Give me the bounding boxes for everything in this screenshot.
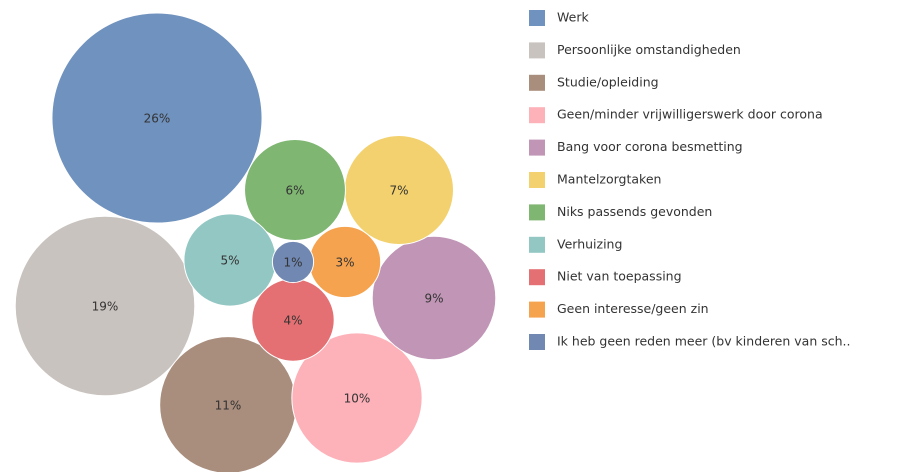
legend-label: Studie/opleiding: [557, 74, 659, 89]
data-label: 3%: [335, 256, 354, 270]
legend-label: Geen/minder vrijwilligerswerk door coron…: [557, 107, 823, 122]
data-label: 5%: [220, 254, 239, 268]
legend-label: Geen interesse/geen zin: [557, 301, 709, 316]
data-label: 19%: [92, 300, 119, 314]
bubble: [51, 12, 263, 224]
legend-label: Niet van toepassing: [557, 269, 682, 284]
bubble: [244, 139, 346, 241]
bubble: [371, 235, 497, 361]
legend-label: Werk: [557, 10, 589, 25]
legend-label: Verhuizing: [557, 236, 622, 251]
legend-swatch: [529, 172, 545, 188]
legend-swatch: [529, 334, 545, 350]
legend-label: Mantelzorgtaken: [557, 172, 661, 187]
legend-swatch: [529, 236, 545, 253]
bubble: [291, 332, 423, 464]
legend-label: Ik heb geen reden meer (bv kinderen van …: [557, 334, 850, 349]
legend-swatch: [529, 301, 545, 318]
data-label: 1%: [283, 256, 302, 270]
data-label: 9%: [424, 292, 443, 306]
data-label: 26%: [144, 112, 171, 126]
legend-swatch: [529, 42, 545, 59]
legend-label: Niks passends gevonden: [557, 204, 712, 219]
legend-swatch: [529, 139, 545, 156]
legend-swatch: [529, 107, 545, 124]
data-label: 6%: [285, 184, 304, 198]
data-label: 7%: [389, 184, 408, 198]
legend-swatch: [529, 74, 545, 91]
bubble: [14, 215, 196, 397]
legend-swatch: [529, 269, 545, 286]
data-label: 10%: [344, 392, 371, 406]
data-label: 11%: [215, 399, 242, 413]
legend-label: Bang voor corona besmetting: [557, 139, 743, 154]
legend-label: Persoonlijke omstandigheden: [557, 42, 741, 57]
data-label: 4%: [283, 314, 302, 328]
legend-swatch: [529, 204, 545, 221]
bubble: [271, 240, 315, 284]
legend-swatch: [529, 10, 545, 26]
